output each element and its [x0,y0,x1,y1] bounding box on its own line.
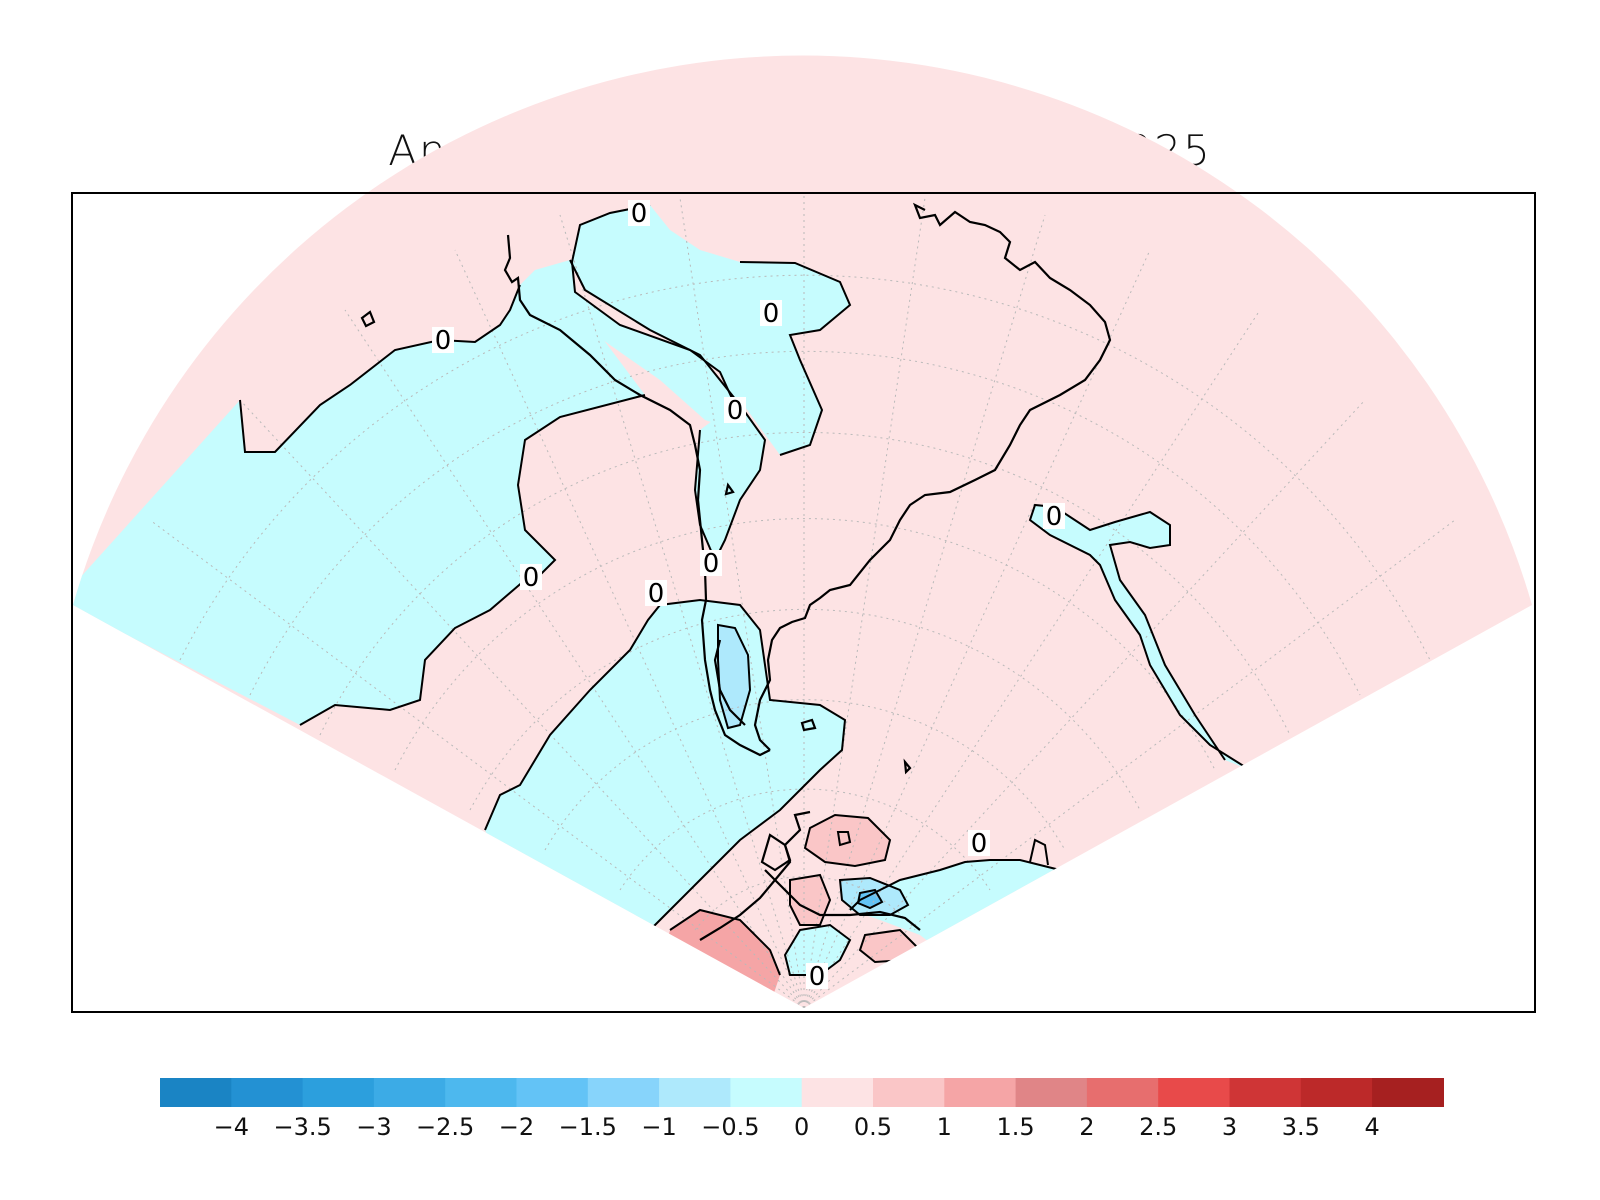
negative-anomaly-cell-core [858,890,882,908]
colorbar-swatch [1086,1078,1159,1107]
colorbar-tick-label: −0.5 [701,1113,759,1141]
svg-text:0: 0 [1046,502,1063,532]
colorbar-tick-label: 0 [794,1113,809,1141]
svg-text:0: 0 [523,563,540,593]
negative-anomaly-region-atlantic [1030,505,1250,770]
colorbar-swatch [1300,1078,1373,1107]
contour-label: 0 [806,962,828,992]
colorbar-swatch [801,1078,874,1107]
contour-label: 0 [432,326,454,356]
svg-text:0: 0 [703,549,720,579]
contour-label: 0 [628,199,650,229]
colorbar-tick-label: −2 [499,1113,534,1141]
colorbar-tick-label: −1.5 [559,1113,617,1141]
colorbar-swatch [1229,1078,1302,1107]
colorbar-swatch [730,1078,803,1107]
positive-anomaly-cell [805,815,890,866]
negative-anomaly-region-pacific [73,285,645,725]
colorbar-tick-label: 3 [1222,1113,1237,1141]
colorbar-tick-label: 4 [1364,1113,1379,1141]
colorbar-swatch [231,1078,304,1107]
svg-text:0: 0 [435,326,452,356]
colorbar-swatch [160,1078,232,1107]
contour-label: 0 [724,396,746,426]
colorbar-swatch [516,1078,589,1107]
colorbar-swatch [445,1078,518,1107]
colorbar-tick-label: 0.5 [854,1113,892,1141]
contour-labels: 0 0 0 0 0 0 0 0 0 0 [432,199,1065,992]
colorbar-tick-label: 2 [1079,1113,1094,1141]
contour-lines [239,204,1251,976]
positive-anomaly-cell [790,875,830,925]
colorbar-swatch [1158,1078,1231,1107]
contour-label: 0 [760,299,782,329]
plot-frame [71,192,1536,1013]
colorbar-swatch [373,1078,446,1107]
colorbar-swatch [302,1078,375,1107]
colorbar-tick-label: 1.5 [997,1113,1035,1141]
svg-text:0: 0 [631,199,648,229]
contour-label: 0 [968,829,990,859]
colorbar-swatch [1015,1078,1088,1107]
graticule [149,195,1456,1008]
colorbar-tick-label: −4 [214,1113,249,1141]
contour-label: 0 [700,549,722,579]
coastlines [360,202,1112,941]
svg-text:0: 0 [727,396,744,426]
colorbar-tick-label: −3 [356,1113,391,1141]
colorbar-tick-label: 1 [937,1113,952,1141]
contour-label: 0 [520,563,542,593]
map-projection-fan [73,55,1532,1008]
colorbar-swatch [944,1078,1017,1107]
svg-text:0: 0 [648,579,665,609]
colorbar-swatch [587,1078,660,1107]
svg-text:0: 0 [971,829,988,859]
colorbar-tick-label: −3.5 [273,1113,331,1141]
colorbar-tick-label: −1 [641,1113,676,1141]
negative-anomaly-region-caribbean [520,205,850,560]
contour-label: 0 [1043,502,1065,532]
svg-text:0: 0 [763,299,780,329]
contour-label: 0 [645,579,667,609]
colorbar-swatch [873,1078,945,1107]
colorbar-tick-label: 3.5 [1282,1113,1320,1141]
colorbar-swatch [659,1078,731,1107]
colorbar-swatch [1372,1078,1444,1107]
colorbar-tick-label: −2.5 [416,1113,474,1141]
colorbar-tick-label: 2.5 [1139,1113,1177,1141]
svg-text:0: 0 [809,962,826,992]
colorbar: −4 −3.5 −3 −2.5 −2 −1.5 −1 −0.5 0 0.5 1 1.5 2 2.5 3 3.5… [160,1078,1444,1141]
